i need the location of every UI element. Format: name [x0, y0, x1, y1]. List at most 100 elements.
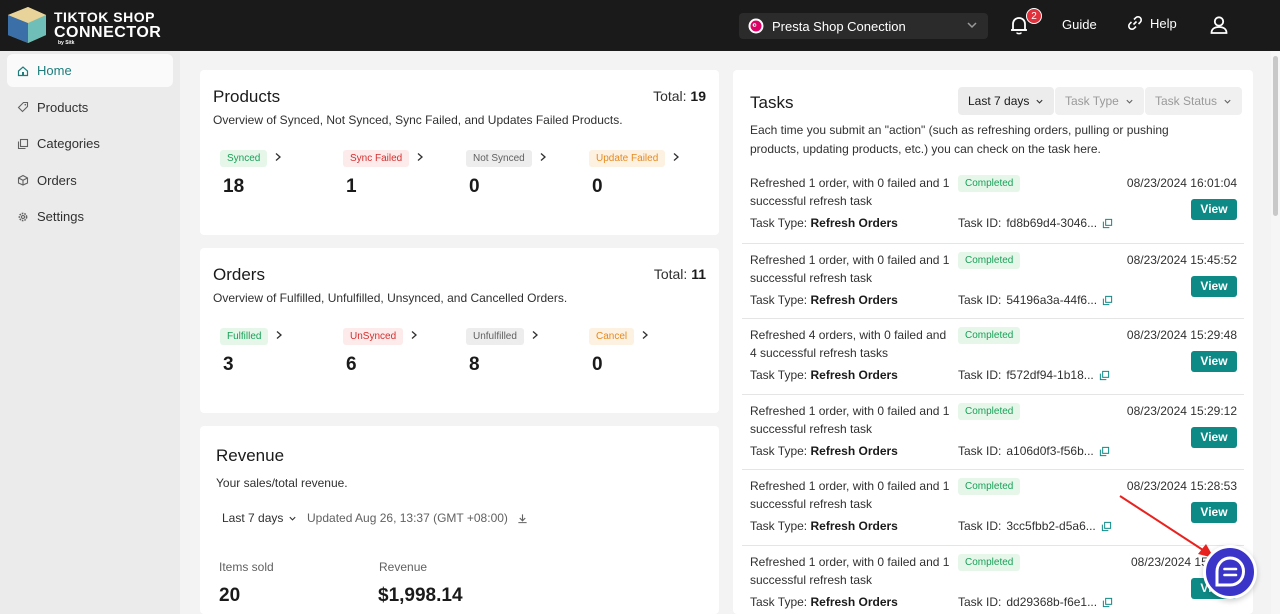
chat-icon	[1215, 556, 1246, 587]
app-logo[interactable]: TIKTOK SHOP CONNECTOR by Sitk	[6, 5, 161, 47]
tasks-range-filter[interactable]: Last 7 days	[958, 87, 1055, 115]
status-badge: Completed	[958, 554, 1021, 571]
task-row: Refreshed 1 order, with 0 failed and 1 s…	[742, 243, 1244, 319]
task-id: Task ID: dd29368b-f6e1...	[958, 595, 1113, 609]
task-status-filter[interactable]: Task Status	[1145, 87, 1243, 115]
tag-icon	[17, 102, 29, 113]
guide-link[interactable]: Guide	[1062, 17, 1097, 32]
orders-card: Orders Total: 11 Overview of Fulfilled, …	[200, 248, 719, 413]
copy-icon[interactable]	[1102, 295, 1113, 306]
stat-fulfilled[interactable]: Fulfilled 3	[220, 326, 284, 376]
revenue-value: $1,998.14	[378, 585, 463, 606]
orders-subtitle: Overview of Fulfilled, Unfulfilled, Unsy…	[213, 291, 568, 305]
task-type-label: Task Type:	[750, 519, 811, 533]
revenue-card: Revenue Your sales/total revenue. Last 7…	[200, 426, 719, 614]
stat-unsynced[interactable]: UnSynced 6	[343, 326, 419, 376]
copy-icon[interactable]	[1099, 370, 1110, 381]
revenue-subtitle: Your sales/total revenue.	[216, 476, 348, 490]
task-type-label: Task Type:	[750, 368, 811, 382]
sidebar-item-categories[interactable]: Categories	[7, 127, 173, 160]
copy-icon	[17, 138, 29, 149]
download-icon[interactable]	[517, 513, 528, 524]
task-type: Task Type: Refresh Orders	[750, 368, 898, 382]
task-description: Refreshed 1 order, with 0 failed and 1 s…	[750, 404, 950, 436]
task-type-value: Refresh Orders	[810, 216, 898, 230]
sidebar-item-settings[interactable]: Settings	[7, 200, 173, 233]
view-button[interactable]: View	[1191, 199, 1237, 220]
task-row: Refreshed 1 order, with 0 failed and 1 s…	[742, 469, 1244, 545]
task-row: Refreshed 4 orders, with 0 failed and 4 …	[742, 318, 1244, 394]
chevron-right-icon	[540, 152, 546, 161]
stat-value: 18	[223, 176, 245, 197]
task-type-value: Refresh Orders	[810, 293, 898, 307]
task-description: Refreshed 4 orders, with 0 failed and 4 …	[750, 328, 947, 360]
sidebar-item-label: Categories	[37, 136, 100, 152]
shop-logo-icon	[748, 18, 764, 34]
task-type-label: Task Type:	[750, 595, 811, 609]
stat-unfulfilled[interactable]: Unfulfilled 8	[466, 326, 540, 376]
help-link[interactable]: Help	[1127, 15, 1177, 31]
task-type: Task Type: Refresh Orders	[750, 444, 898, 458]
user-icon[interactable]	[1208, 14, 1230, 36]
chevron-right-icon	[417, 152, 424, 161]
stat-value: 1	[346, 176, 357, 197]
view-button[interactable]: View	[1191, 502, 1237, 523]
task-type: Task Type: Refresh Orders	[750, 519, 898, 533]
chat-button[interactable]	[1203, 545, 1257, 599]
notification-badge: 2	[1026, 8, 1042, 24]
task-type-value: Refresh Orders	[810, 595, 898, 609]
status-badge: Fulfilled	[220, 328, 269, 345]
annotation-arrow-icon	[1119, 495, 1214, 558]
sidebar-item-products[interactable]: Products	[7, 91, 173, 124]
view-button[interactable]: View	[1191, 427, 1237, 448]
copy-icon[interactable]	[1102, 597, 1113, 608]
view-button[interactable]: View	[1191, 351, 1237, 372]
notification-bell-icon[interactable]	[1008, 14, 1030, 36]
shop-selector-label: Presta Shop Conection	[772, 18, 906, 34]
chevron-down-icon	[967, 22, 977, 29]
task-type-filter[interactable]: Task Type	[1055, 87, 1144, 115]
stat-value: 8	[469, 354, 480, 375]
stat-cancel[interactable]: Cancel 0	[589, 326, 650, 376]
task-row: Refreshed 1 order, with 0 failed and 1 s…	[742, 167, 1244, 243]
stat-value: 0	[592, 354, 603, 375]
shop-selector[interactable]: Presta Shop Conection	[739, 13, 988, 39]
sidebar-item-label: Home	[37, 63, 72, 78]
copy-icon[interactable]	[1102, 218, 1113, 229]
copy-icon[interactable]	[1099, 446, 1110, 457]
task-id-value: fd8b69d4-3046...	[1006, 216, 1098, 230]
sidebar-item-label: Products	[37, 99, 89, 115]
task-id-value: dd29368b-f6e1...	[1006, 595, 1098, 609]
task-id: Task ID: 54196a3a-44f6...	[958, 293, 1113, 307]
status-badge: Synced	[220, 150, 268, 167]
tasks-description: Each time you submit an "action" (such a…	[750, 123, 1169, 156]
task-id: Task ID: a106d0f3-f56b...	[958, 444, 1110, 458]
page-scrollbar[interactable]	[1271, 51, 1280, 614]
scrollbar-thumb[interactable]	[1273, 56, 1278, 216]
task-type: Task Type: Refresh Orders	[750, 293, 898, 307]
status-badge: Update Failed	[589, 150, 666, 167]
task-id-label: Task ID:	[958, 293, 1002, 307]
task-date: 08/23/2024 15:45:52	[1126, 253, 1237, 267]
stat-not-synced[interactable]: Not Synced 0	[466, 148, 548, 198]
stat-update-failed[interactable]: Update Failed 0	[589, 148, 681, 198]
revenue-range-select[interactable]: Last 7 days	[222, 511, 297, 525]
task-id: Task ID: fd8b69d4-3046...	[958, 216, 1113, 230]
task-type-label: Task Type:	[750, 444, 811, 458]
sidebar-item-home[interactable]: Home	[7, 54, 173, 87]
status-badge: Unfulfilled	[466, 328, 524, 345]
stat-sync-failed[interactable]: Sync Failed 1	[343, 148, 425, 198]
task-id-label: Task ID:	[958, 519, 1002, 533]
stat-synced[interactable]: Synced 18	[220, 148, 283, 198]
stat-value: 3	[223, 354, 234, 375]
home-icon	[17, 65, 29, 76]
view-button[interactable]: View	[1191, 276, 1237, 297]
task-id-label: Task ID:	[958, 368, 1002, 382]
logo-line-1: TIKTOK SHOP	[54, 9, 155, 25]
task-type-value: Refresh Orders	[810, 444, 898, 458]
stat-value: 0	[592, 176, 603, 197]
sidebar-item-orders[interactable]: Orders	[7, 164, 173, 197]
task-id-value: a106d0f3-f56b...	[1006, 444, 1094, 458]
chevron-down-icon	[1036, 99, 1043, 104]
copy-icon[interactable]	[1101, 521, 1112, 532]
